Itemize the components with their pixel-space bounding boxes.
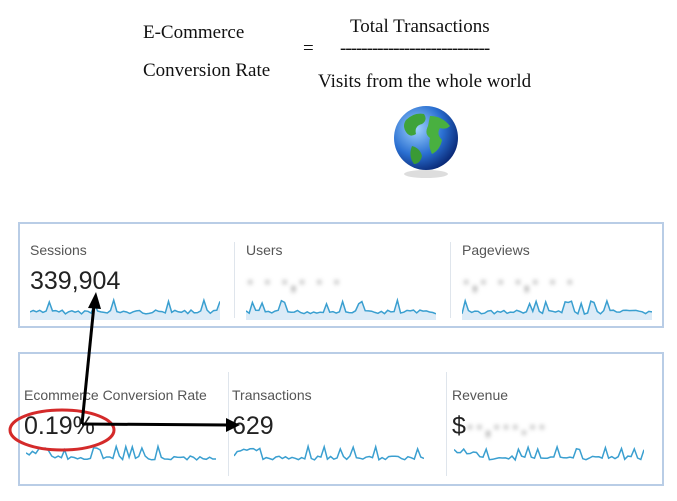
metric-value: 339,904: [30, 267, 121, 295]
formula-numerator: Total Transactions: [350, 16, 490, 37]
sparkline: [30, 297, 220, 320]
sparkline: [246, 297, 436, 320]
sparkline: [454, 444, 644, 462]
sparkline-area: [462, 300, 652, 320]
metric-revenue[interactable]: Revenue $··,···.··: [448, 354, 664, 484]
metric-label: Pageviews: [462, 242, 530, 258]
metric-value-obscured: ··,···.··: [465, 412, 548, 440]
sparkline: [26, 443, 216, 462]
metric-value-obscured: ·,· · ·,· · ·: [462, 267, 575, 295]
metric-label: Transactions: [232, 387, 312, 403]
sparkline-line: [234, 443, 424, 462]
formula-denominator: Visits from the whole world: [318, 71, 532, 92]
sparkline: [234, 443, 424, 462]
sparkline-line: [26, 443, 216, 462]
metric-label: Users: [246, 242, 283, 258]
metric-sessions[interactable]: Sessions 339,904: [20, 224, 234, 326]
metric-users[interactable]: Users · · ·,· · ·: [236, 224, 450, 326]
metric-label: Sessions: [30, 242, 87, 258]
sparkline-area: [30, 300, 220, 320]
sparkline-line: [462, 298, 652, 315]
sparkline: [462, 298, 652, 320]
formula-lhs-line2: Conversion Rate: [143, 60, 271, 81]
metrics-panel-ecommerce: Ecommerce Conversion Rate 0.19% Transact…: [18, 352, 664, 486]
metric-transactions[interactable]: Transactions 629: [230, 354, 446, 484]
currency-symbol: $: [452, 412, 466, 440]
formula-fraction-bar: ----------------------------: [340, 38, 490, 59]
globe-icon: [394, 106, 458, 178]
metric-label: Ecommerce Conversion Rate: [24, 387, 207, 403]
sparkline-line: [246, 297, 436, 315]
metrics-panel-traffic: Sessions 339,904 Users · · ·,· · · Pagev…: [18, 222, 664, 328]
metric-value: 0.19%: [24, 412, 95, 440]
sparkline-line: [454, 444, 644, 462]
metric-value-obscured: · · ·,· · ·: [246, 267, 342, 295]
formula-equals: =: [303, 38, 314, 59]
metric-pageviews[interactable]: Pageviews ·,· · ·,· · ·: [452, 224, 666, 326]
formula-lhs-line1: E-Commerce: [143, 22, 245, 43]
metric-conversion-rate[interactable]: Ecommerce Conversion Rate 0.19%: [20, 354, 228, 484]
metric-value: 629: [232, 412, 274, 440]
metric-value: $··,···.··: [452, 412, 547, 441]
sparkline-line: [30, 297, 220, 315]
metric-label: Revenue: [452, 387, 509, 403]
sparkline-area: [246, 300, 436, 320]
